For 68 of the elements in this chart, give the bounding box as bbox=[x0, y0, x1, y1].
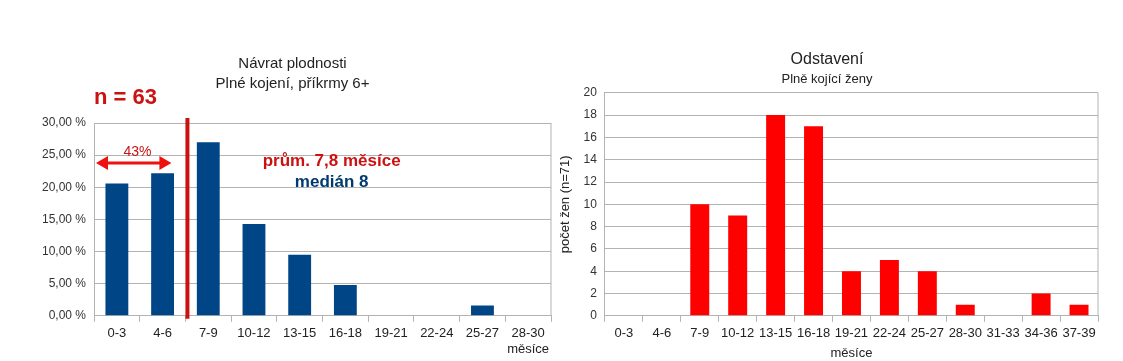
bar bbox=[288, 254, 312, 316]
y-tick-label: 20,00 % bbox=[41, 179, 87, 194]
y-tick-label: 0,00 % bbox=[48, 308, 87, 323]
x-tick-label: 4-6 bbox=[153, 325, 172, 341]
x-tick-label: 34-36 bbox=[1024, 325, 1058, 341]
x-tick-label: 22-24 bbox=[872, 325, 907, 341]
annotation: 43% bbox=[123, 142, 152, 159]
y-tick-label: 25,00 % bbox=[41, 147, 87, 162]
bar bbox=[955, 304, 975, 316]
y-tick-label: 12 bbox=[583, 174, 598, 189]
y-tick-label: 15,00 % bbox=[41, 211, 87, 226]
bar bbox=[333, 284, 357, 316]
y-tick-label: 16 bbox=[583, 129, 598, 144]
y-tick-label: 14 bbox=[583, 152, 598, 167]
x-tick-label: 10-12 bbox=[721, 325, 755, 341]
bar bbox=[105, 183, 129, 316]
x-tick-label: 22-24 bbox=[420, 325, 454, 341]
y-tick-label: 4 bbox=[590, 263, 598, 278]
bar bbox=[196, 142, 220, 316]
x-tick-label: 25-27 bbox=[910, 325, 944, 341]
x-tick-label: 0-3 bbox=[107, 325, 127, 341]
x-tick-label: 7-9 bbox=[198, 325, 218, 341]
x-tick-label: 13-15 bbox=[758, 325, 793, 341]
x-tick-label: 7-9 bbox=[690, 325, 710, 341]
x-tick-label: 31-33 bbox=[986, 325, 1020, 341]
x-tick-label: 13-15 bbox=[283, 325, 317, 341]
x-tick-label: 28-30 bbox=[948, 325, 982, 341]
bar bbox=[841, 271, 861, 316]
y-tick-label: 2 bbox=[590, 285, 598, 300]
x-tick-label: 19-21 bbox=[834, 325, 869, 341]
bar bbox=[151, 173, 174, 316]
annotation: medián 8 bbox=[294, 172, 369, 192]
x-tick-label: 10-12 bbox=[237, 325, 271, 341]
x-axis-title: měsíce bbox=[830, 344, 873, 360]
bar bbox=[471, 305, 494, 316]
bar bbox=[1069, 304, 1089, 316]
x-tick-label: 25-27 bbox=[465, 325, 500, 341]
bar bbox=[690, 204, 710, 316]
bar bbox=[1031, 293, 1051, 316]
y-axis-title: počet žen (n=71) bbox=[557, 155, 573, 254]
chart-title: Návrat plodnosti bbox=[238, 54, 347, 72]
y-tick-label: 10,00 % bbox=[41, 243, 87, 258]
x-tick-label: 37-39 bbox=[1062, 325, 1096, 341]
bar bbox=[728, 215, 748, 316]
y-tick-label: 30,00 % bbox=[41, 115, 87, 130]
x-tick-label: 19-21 bbox=[374, 325, 408, 341]
y-tick-label: 20 bbox=[583, 85, 598, 100]
text: n = 63 bbox=[94, 84, 158, 109]
y-tick-label: 18 bbox=[583, 107, 598, 122]
x-tick-label: 0-3 bbox=[614, 325, 634, 341]
bar bbox=[917, 271, 937, 316]
chart-subtitle: Plné kojení, příkrmy 6+ bbox=[215, 74, 370, 92]
chart-title: Odstavení bbox=[790, 50, 865, 68]
bar bbox=[766, 115, 786, 316]
annotation: prům. 7,8 měsíce bbox=[262, 151, 401, 171]
bar bbox=[879, 260, 899, 316]
y-tick-label: 10 bbox=[583, 196, 598, 211]
y-tick-label: 0 bbox=[590, 308, 598, 323]
y-tick-label: 8 bbox=[590, 218, 598, 233]
x-tick-label: 4-6 bbox=[652, 325, 672, 341]
y-tick-label: 5,00 % bbox=[48, 275, 87, 290]
y-tick-label: 6 bbox=[590, 241, 598, 256]
x-tick-label: 16-18 bbox=[328, 325, 362, 341]
bar bbox=[242, 223, 266, 316]
chart-subtitle: Plně kojící ženy bbox=[781, 70, 874, 86]
x-tick-label: 28-30 měsíce bbox=[507, 325, 550, 356]
x-tick-label: 16-18 bbox=[796, 325, 831, 341]
bar bbox=[804, 126, 824, 316]
